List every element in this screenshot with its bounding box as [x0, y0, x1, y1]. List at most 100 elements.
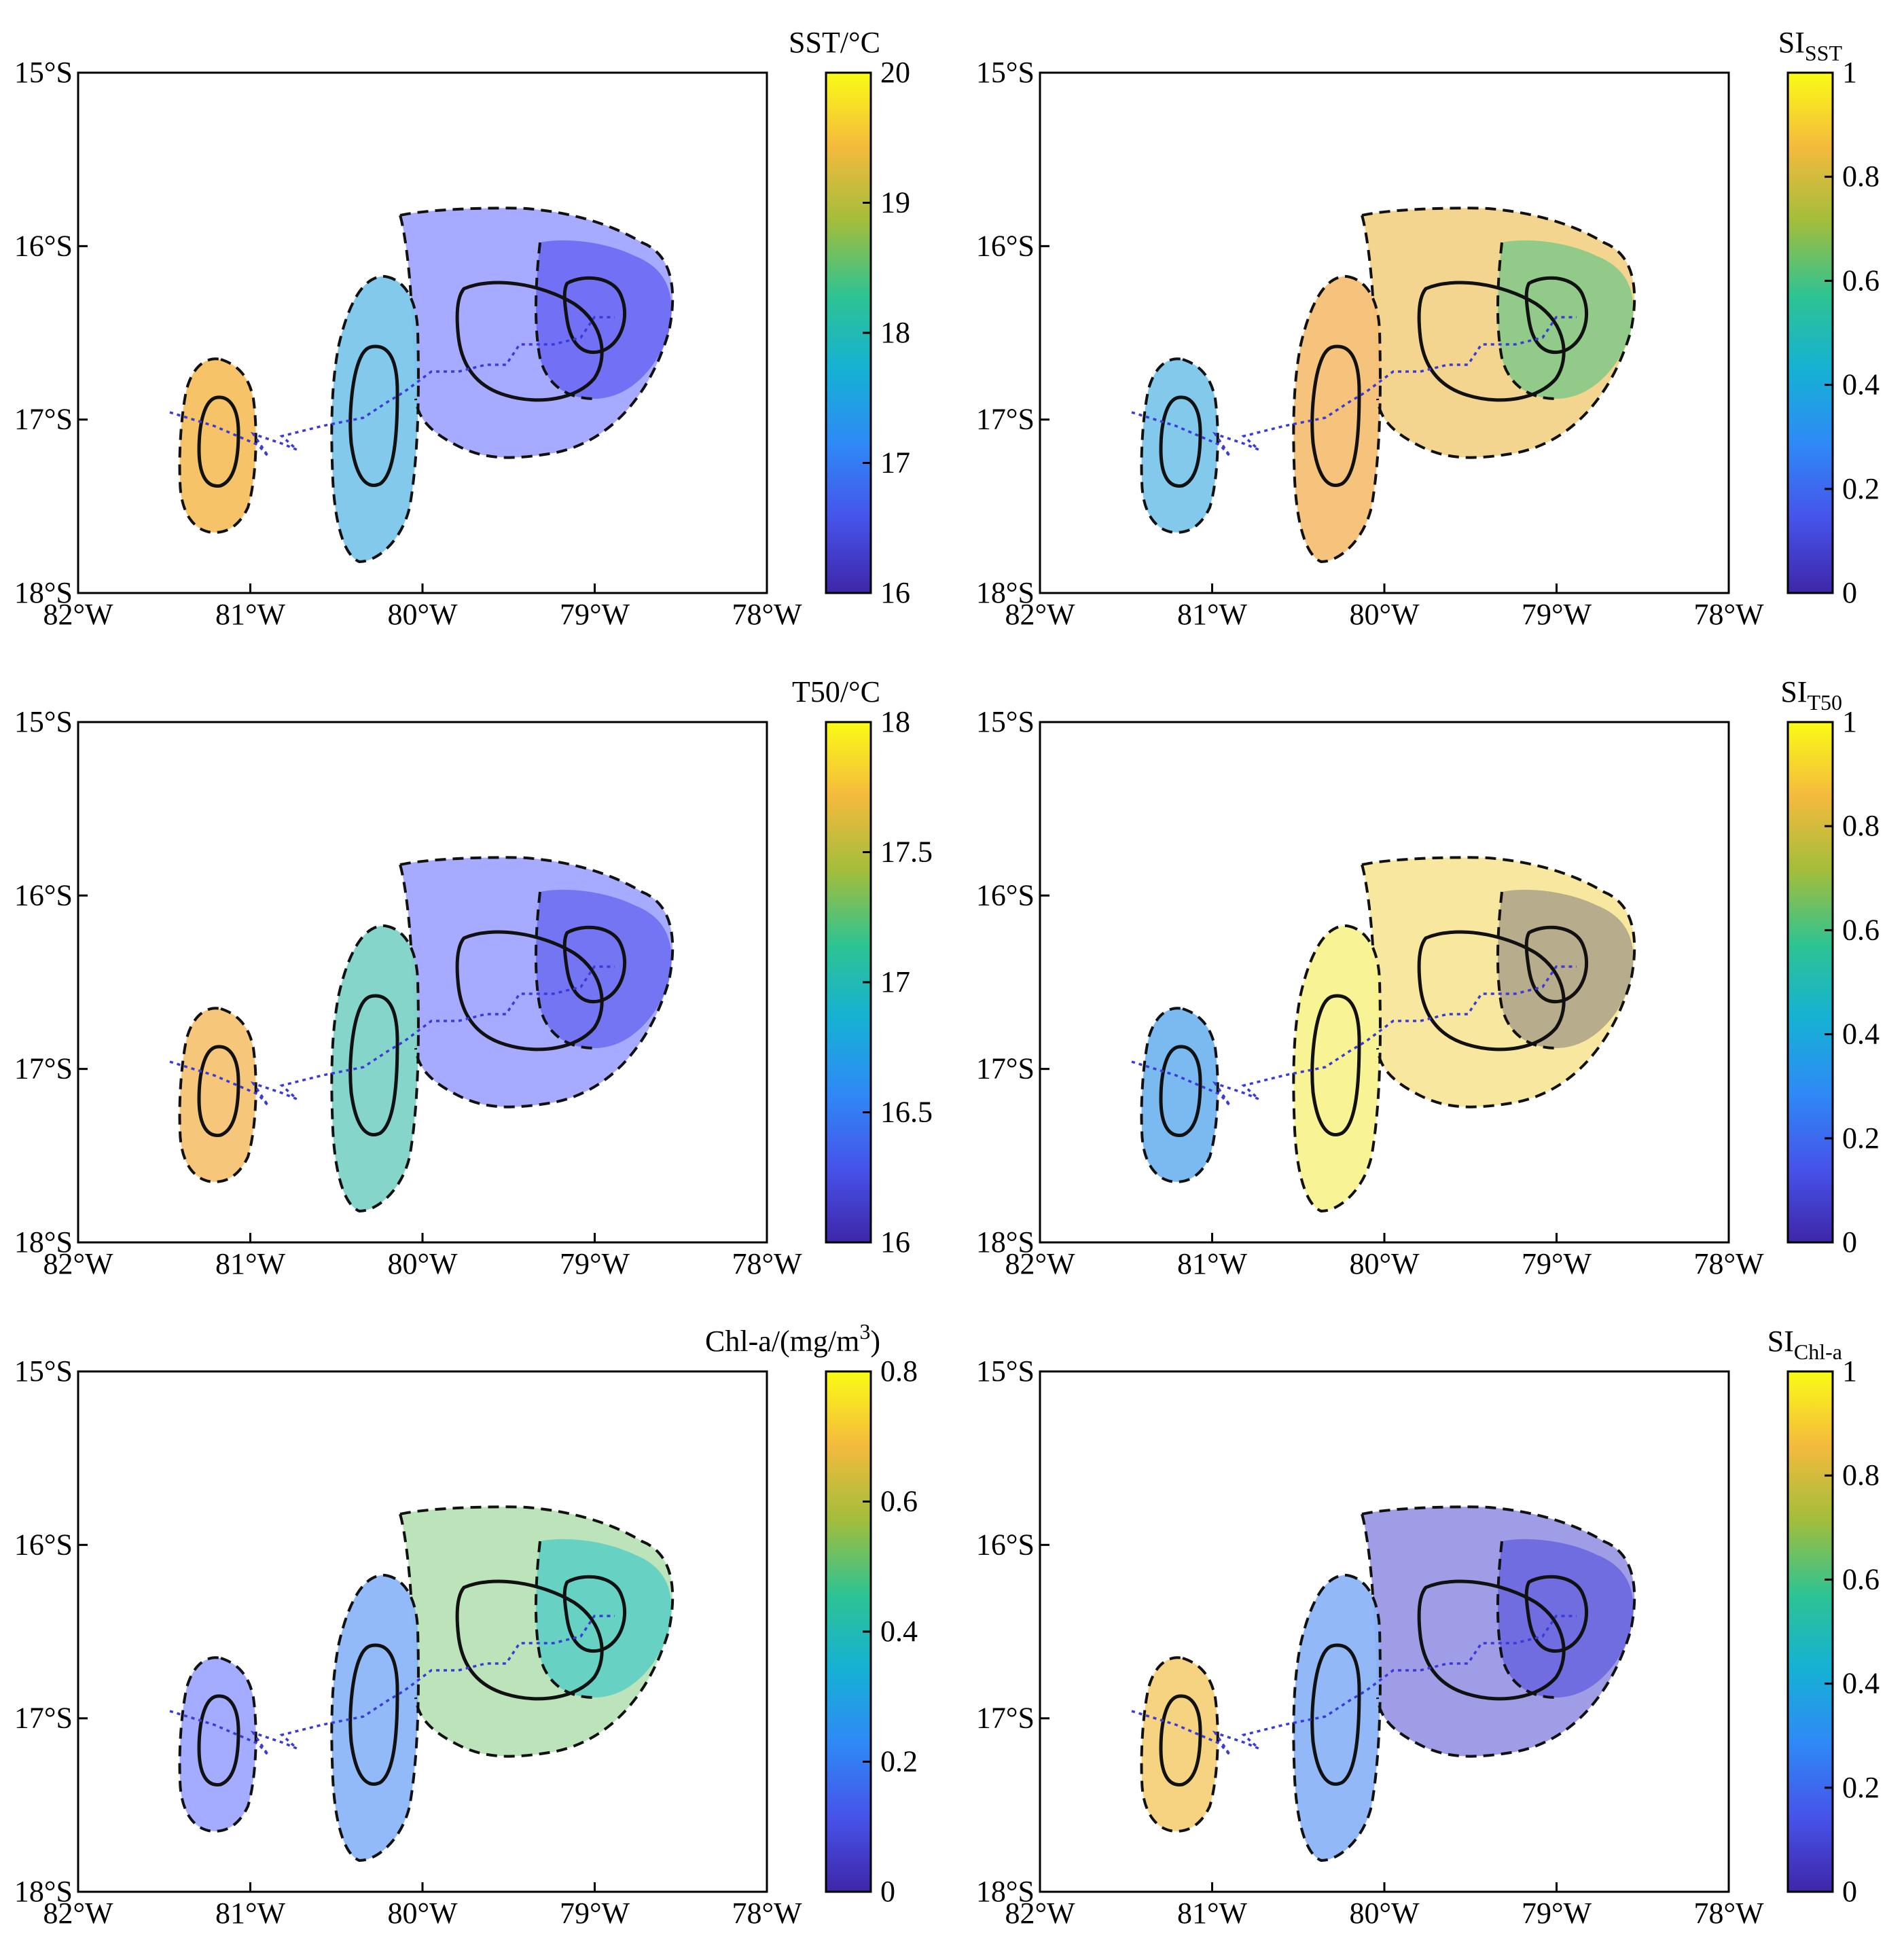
colorbar-tick-label: 0.6 [1842, 913, 1880, 946]
x-tick-label: 80°W [1349, 1247, 1420, 1280]
colorbar-label: T50/°C [792, 675, 880, 708]
panel-4: 82°W 81°W 80°W 79°W 78°W 15°S 16°S 17°S 18°S 0 0.2… [976, 675, 1880, 1280]
contour-4 [562, 276, 627, 354]
track-line [1131, 316, 1577, 458]
panel-2: 82°W 81°W 80°W 79°W 78°W 15°S 16°S 17°S 18°S 0 0.2… [976, 26, 1880, 631]
x-tick-label: 81°W [215, 598, 286, 631]
colorbar-label: SISST [1778, 26, 1843, 65]
x-tick-label: 80°W [387, 1247, 458, 1280]
y-tick-label: 17°S [14, 403, 73, 436]
region-A [1141, 359, 1218, 533]
contour-2 [348, 1643, 399, 1786]
x-tick-label: 79°W [560, 598, 630, 631]
colorbar-tick-label: 0.2 [880, 1745, 918, 1778]
dashed-outline-4 [1496, 891, 1557, 1049]
contour-1 [1159, 1045, 1202, 1137]
track-line [1131, 1615, 1577, 1757]
contour-4 [562, 1575, 627, 1653]
y-tick-label: 17°S [976, 1702, 1035, 1735]
dashed-outline-5 [399, 1513, 412, 1596]
dashed-outline-2 [330, 1573, 420, 1863]
panel-5: 82°W 81°W 80°W 79°W 78°W 15°S 16°S 17°S 18°S 0 0.2… [14, 1319, 918, 1930]
contour-3 [455, 281, 604, 402]
y-tick-label: 15°S [976, 705, 1035, 738]
contour-2 [1310, 994, 1361, 1136]
x-tick-label: 78°W [732, 1247, 802, 1280]
contour-1 [1159, 395, 1202, 488]
x-tick-label: 78°W [732, 598, 802, 631]
y-tick-label: 17°S [14, 1052, 73, 1085]
x-tick-label: 79°W [560, 1897, 630, 1930]
colorbar-tick-label: 18 [880, 316, 910, 349]
y-tick-label: 16°S [14, 878, 73, 912]
colorbar-tick-label: 16 [880, 1225, 910, 1259]
region-D [536, 1539, 672, 1698]
y-tick-label: 15°S [976, 56, 1035, 89]
contour-4 [1524, 925, 1589, 1003]
contour-1 [197, 1045, 240, 1137]
dashed-outline-3 [1361, 856, 1636, 1109]
region-D [536, 889, 672, 1048]
contour-4 [1524, 276, 1589, 354]
dashed-outline-1 [178, 1007, 257, 1183]
contour-1 [1159, 1694, 1202, 1786]
x-tick-label: 82°W [1005, 1247, 1075, 1280]
region-B [331, 276, 418, 562]
colorbar [1786, 1370, 1834, 1893]
y-tick-label: 15°S [14, 1354, 73, 1388]
panel-1: 82°W 81°W 80°W 79°W 78°W 15°S 16°S 17°S 18°S 16 17… [14, 26, 910, 631]
region-B [331, 1575, 418, 1861]
x-tick-label: 78°W [732, 1897, 802, 1930]
region-fills [1131, 1505, 1636, 1863]
x-tick-label: 81°W [1177, 1247, 1248, 1280]
colorbar-tick-label: 0 [1842, 576, 1857, 609]
dashed-outline-3 [399, 1505, 675, 1758]
y-tick-label: 16°S [14, 1528, 73, 1561]
region-B [1293, 925, 1380, 1211]
x-tick-label: 79°W [1522, 1247, 1592, 1280]
x-tick-label: 79°W [1522, 598, 1592, 631]
colorbar-tick-label: 0.6 [880, 1485, 918, 1518]
dashed-outline-2 [1292, 274, 1382, 564]
region-fills [169, 856, 675, 1213]
contour-3 [1417, 281, 1566, 402]
x-tick-label: 81°W [215, 1247, 286, 1280]
colorbar-tick-label: 0.4 [1842, 1018, 1880, 1051]
dashed-outline-2 [330, 274, 420, 564]
dashed-outline-2 [1292, 924, 1382, 1213]
region-D [1498, 889, 1634, 1048]
colorbar [1786, 721, 1834, 1244]
region-A [179, 359, 256, 533]
track-line [169, 965, 615, 1107]
colorbar-tick-label: 0.4 [1842, 368, 1880, 401]
region-A [1141, 1008, 1218, 1182]
dashed-outline-2 [330, 924, 420, 1213]
dashed-outline-3 [399, 206, 675, 459]
contour-4 [1524, 1575, 1589, 1653]
region-B [1293, 276, 1380, 562]
colorbar-tick-label: 0.2 [1842, 472, 1880, 505]
dashed-outline-5 [399, 864, 412, 947]
x-tick-label: 81°W [1177, 1897, 1248, 1930]
x-tick-label: 80°W [1349, 598, 1420, 631]
x-tick-label: 82°W [43, 1897, 113, 1930]
dashed-outline-1 [1140, 357, 1219, 534]
colorbar-tick-label: 16.5 [880, 1096, 933, 1129]
x-tick-label: 81°W [1177, 598, 1248, 631]
contour-3 [455, 930, 604, 1052]
y-tick-label: 15°S [14, 56, 73, 89]
colorbar-label: SIChl-a [1767, 1325, 1842, 1364]
region-D [536, 240, 672, 399]
contour-2 [1310, 1643, 1361, 1786]
dashed-outline-5 [1361, 864, 1374, 947]
region-D [1498, 240, 1634, 399]
y-tick-label: 15°S [14, 705, 73, 738]
dashed-outline-3 [1361, 1505, 1636, 1758]
region-fills [1131, 856, 1636, 1213]
x-tick-label: 80°W [387, 598, 458, 631]
colorbar-tick-label: 0.6 [1842, 1562, 1880, 1596]
colorbar-tick-label: 0.2 [1842, 1771, 1880, 1804]
region-fills [1131, 206, 1636, 564]
y-tick-label: 16°S [976, 878, 1035, 912]
colorbar-tick-label: 0.6 [1842, 264, 1880, 297]
